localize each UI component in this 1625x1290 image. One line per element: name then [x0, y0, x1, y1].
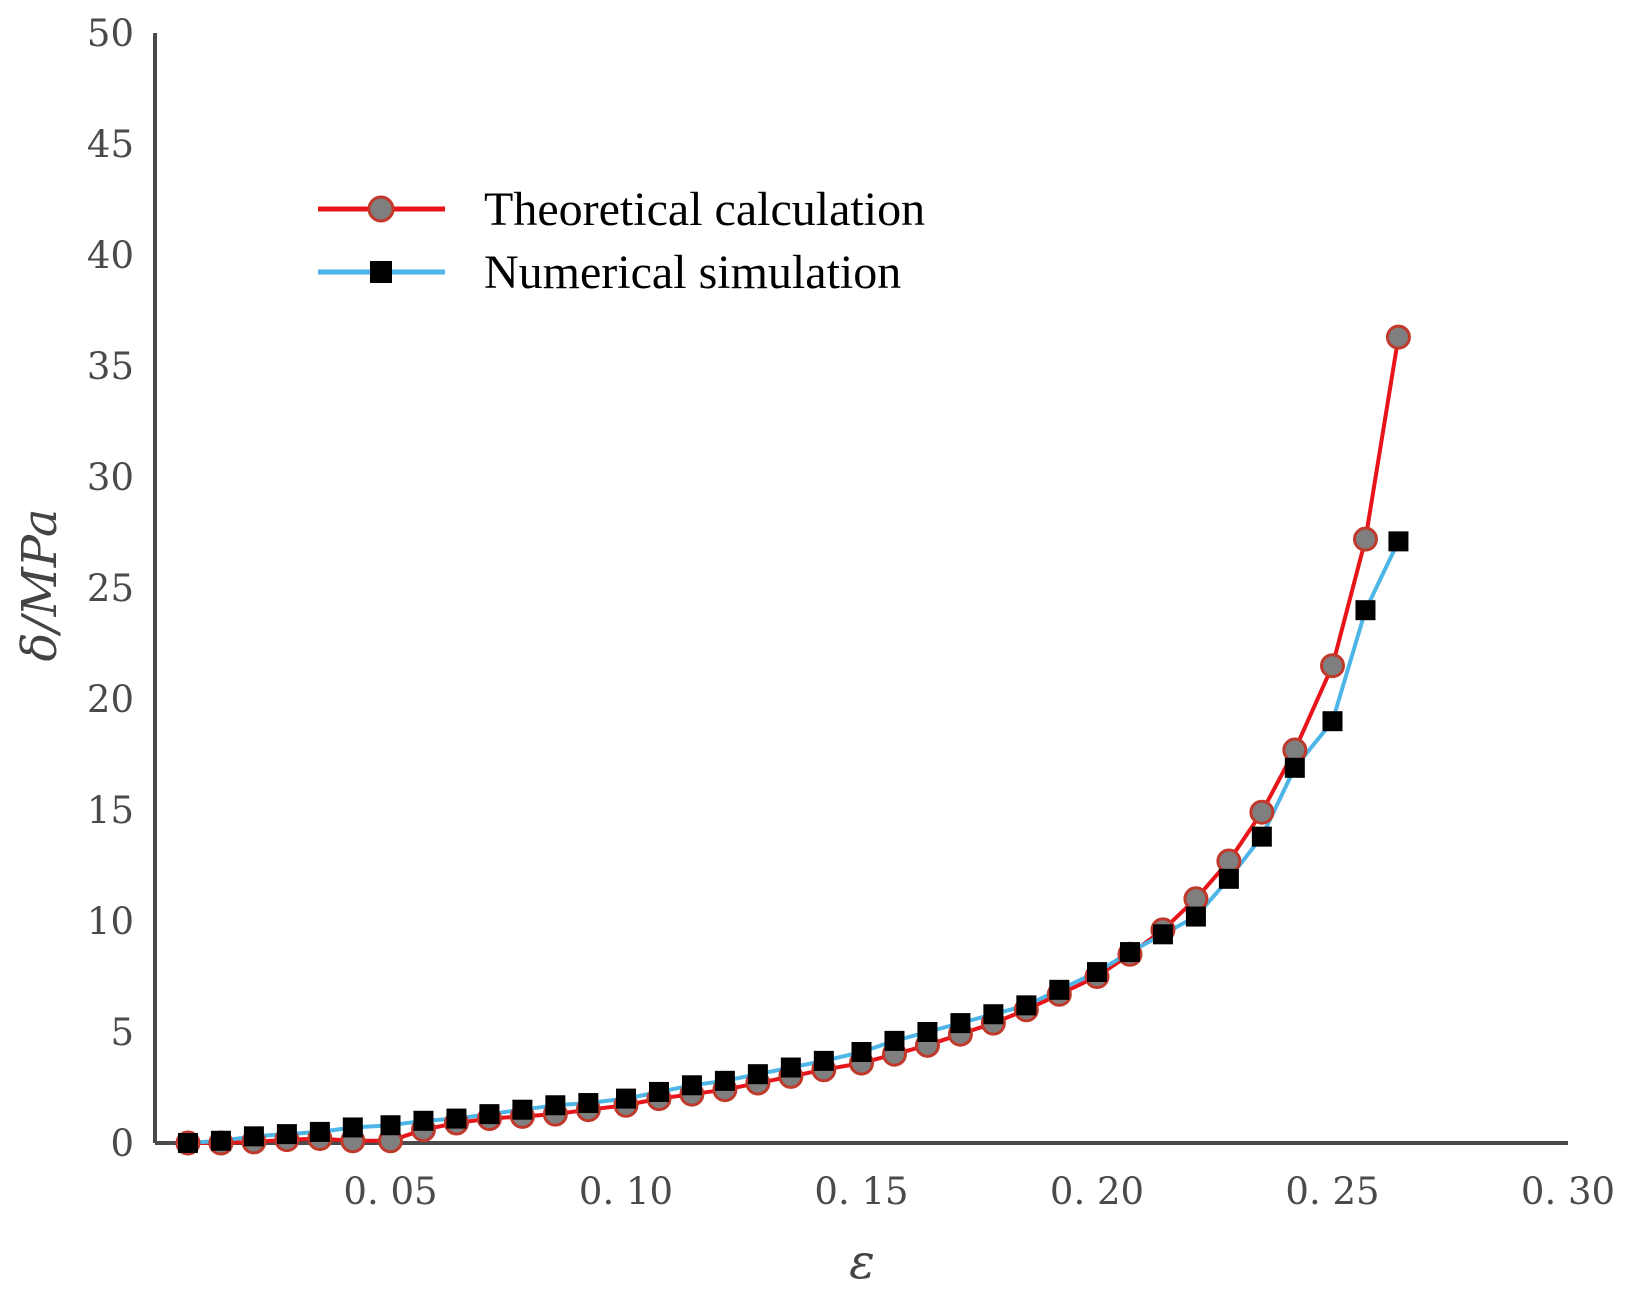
numerical-point [512, 1099, 533, 1120]
numerical-point [917, 1022, 938, 1042]
legend-numerical-label: Numerical simulation [484, 246, 901, 299]
legend: Theoretical calculation Numerical simula… [318, 183, 925, 299]
theoretical-point [1249, 799, 1275, 825]
y-tick-label: 20 [87, 678, 134, 721]
x-tick-label: 0. 25 [1285, 1170, 1379, 1213]
numerical-point [1355, 600, 1376, 621]
numerical-point [1284, 757, 1305, 778]
series-line-theoretical [188, 336, 1401, 1145]
x-tick-label: 0. 15 [814, 1170, 908, 1213]
numerical-point [950, 1013, 971, 1034]
numerical-point [648, 1081, 669, 1102]
numerical-point [578, 1093, 599, 1114]
numerical-point [1119, 942, 1140, 963]
numerical-point [616, 1088, 636, 1109]
numerical-point [681, 1075, 702, 1096]
y-tick-label: 35 [87, 345, 134, 388]
numerical-point [983, 1004, 1004, 1025]
series-line-numerical [187, 540, 1401, 1145]
y-tick-label: 25 [87, 567, 134, 610]
numerical-point [342, 1117, 363, 1138]
theoretical-point [1320, 653, 1345, 679]
numerical-point [1049, 979, 1070, 1000]
numerical-point [1016, 995, 1037, 1016]
x-tick-label: 0. 20 [1050, 1170, 1144, 1213]
numerical-point [1152, 924, 1173, 945]
y-tick-label: 15 [87, 789, 134, 832]
y-tick-label: 10 [87, 900, 134, 943]
series-markers [175, 324, 1411, 1156]
numerical-point [813, 1050, 834, 1071]
numerical-point [243, 1126, 264, 1147]
x-tick-label: 0. 30 [1521, 1170, 1615, 1213]
numerical-point [747, 1064, 768, 1085]
numerical-point [1087, 962, 1107, 983]
numerical-point [851, 1041, 872, 1062]
theoretical-point [1216, 848, 1242, 874]
y-tick-label: 5 [110, 1011, 134, 1054]
numerical-point [210, 1130, 231, 1151]
numerical-point [413, 1110, 434, 1131]
x-tick-label: 0. 05 [343, 1170, 437, 1213]
y-tick-label: 0 [110, 1122, 134, 1165]
y-tick-labels: 0 5 10 15 20 25 30 35 40 45 50 [87, 12, 134, 1165]
x-axis-title: ε [849, 1234, 875, 1290]
numerical-point [177, 1133, 198, 1153]
theoretical-point [1282, 737, 1308, 763]
y-tick-label: 30 [87, 456, 134, 499]
y-tick-label: 40 [87, 234, 134, 277]
numerical-point [380, 1115, 401, 1136]
y-tick-label: 50 [87, 12, 134, 55]
numerical-point [309, 1121, 330, 1142]
numerical-point [545, 1095, 566, 1116]
y-axis-title: δ/MPa [12, 509, 68, 662]
numerical-point [276, 1124, 297, 1145]
series-lines [187, 336, 1401, 1145]
numerical-point [1251, 826, 1272, 847]
numerical-point [1218, 868, 1239, 889]
legend-numerical-marker [370, 261, 392, 283]
theoretical-point [1183, 886, 1209, 912]
numerical-point [780, 1057, 801, 1078]
legend-theoretical-label: Theoretical calculation [484, 183, 925, 236]
numerical-point [1185, 906, 1206, 927]
numerical-point [446, 1108, 467, 1129]
theoretical-point [1352, 526, 1378, 552]
numerical-point [1388, 531, 1409, 552]
numerical-point [1322, 711, 1343, 732]
numerical-point [714, 1070, 735, 1091]
y-tick-label: 45 [87, 123, 134, 166]
x-tick-labels: 0. 05 0. 10 0. 15 0. 20 0. 25 0. 30 [343, 1170, 1615, 1213]
legend-theoretical-marker [367, 195, 395, 223]
numerical-point [884, 1030, 905, 1051]
numerical-point [479, 1104, 500, 1125]
x-tick-label: 0. 10 [579, 1170, 673, 1213]
theoretical-point [1385, 324, 1411, 350]
